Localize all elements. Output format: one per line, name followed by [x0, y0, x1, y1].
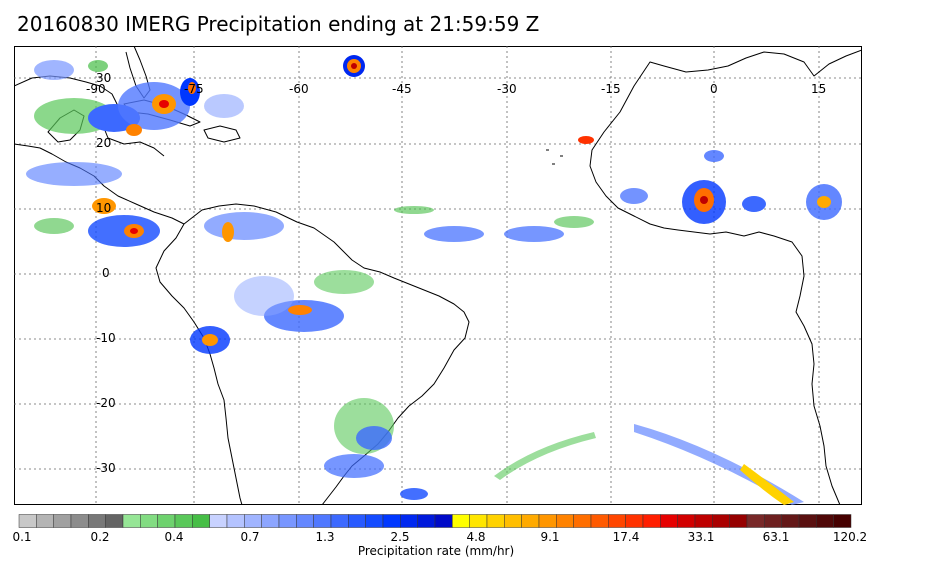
colorbar-swatch [330, 514, 349, 528]
colorbar-swatch [278, 514, 297, 528]
colorbar-swatch [244, 514, 262, 528]
colorbar-tick-label: 33.1 [687, 530, 715, 544]
colorbar-swatch [677, 514, 696, 528]
lat-label: -10 [96, 331, 116, 345]
colorbar-swatch [798, 514, 817, 528]
precipitation-cells [26, 55, 842, 505]
colorbar-swatch [729, 514, 748, 528]
colorbar-label: Precipitation rate (mm/hr) [357, 544, 515, 558]
colorbar-swatch [174, 514, 193, 528]
colorbar-swatch [70, 514, 89, 528]
central-america-cluster [26, 162, 160, 247]
colorbar-tick-label: 2.5 [390, 530, 410, 544]
hispaniola-coastline [203, 125, 241, 143]
colorbar-swatch [781, 514, 800, 528]
colorbar-swatch [625, 514, 644, 528]
lat-label: 30 [96, 71, 111, 85]
lat-label: 20 [96, 136, 111, 150]
cape-verde-islands [546, 149, 563, 165]
colorbar-swatch [400, 514, 418, 528]
colorbar-swatch [261, 514, 280, 528]
colorbar-swatch [105, 514, 124, 528]
colorbar-swatch [521, 514, 540, 528]
colorbar-swatch [573, 514, 592, 528]
colorbar-swatch [18, 514, 37, 528]
lon-label: -30 [497, 82, 517, 96]
colorbar-swatch [816, 514, 834, 528]
colorbar-swatch [192, 514, 210, 528]
colorbar-swatch [833, 514, 852, 528]
colorbar-swatch [608, 514, 626, 528]
lon-label: 0 [710, 82, 718, 96]
longitude-labels: -90 -75 -60 -45 -30 -15 0 15 [86, 82, 826, 96]
colorbar-tick-label: 9.1 [540, 530, 560, 544]
map-title: 20160830 IMERG Precipitation ending at 2… [17, 12, 540, 36]
lon-label: -45 [392, 82, 412, 96]
lat-label: 0 [102, 266, 110, 280]
colorbar-swatch [694, 514, 713, 528]
colorbar-tick-label: 1.3 [315, 530, 335, 544]
colorbar-tick-label: 0.7 [240, 530, 260, 544]
lon-label: 15 [811, 82, 826, 96]
colorbar-tick-label: 0.2 [90, 530, 110, 544]
colorbar-swatch [226, 514, 245, 528]
colorbar-swatch [157, 514, 176, 528]
itcz-band [394, 206, 594, 242]
colorbar-tick-label: 4.8 [466, 530, 486, 544]
lat-label: -20 [96, 396, 116, 410]
lon-label: -90 [86, 82, 106, 96]
colorbar-swatch [88, 514, 106, 528]
colorbar-swatch [712, 514, 730, 528]
colorbar-swatch [382, 514, 401, 528]
latitude-labels: 30 20 10 0 -10 -20 -30 [96, 71, 116, 475]
south-brazil-cluster [324, 398, 428, 500]
africa-coastline [589, 49, 862, 505]
colorbar-swatch [140, 514, 158, 528]
colorbar-tick-label: 120.2 [832, 530, 868, 544]
hurricane-cell [343, 55, 365, 77]
south-atlantic-frontal-band [494, 424, 804, 505]
colorbar-tick-label: 63.1 [762, 530, 790, 544]
colorbar-swatch [365, 514, 384, 528]
west-africa-cluster [578, 136, 842, 224]
colorbar-swatch [764, 514, 782, 528]
colorbar-swatch [348, 514, 366, 528]
lat-label: -30 [96, 461, 116, 475]
lon-label: -75 [184, 82, 204, 96]
colorbar-swatch [53, 514, 72, 528]
colorbar-swatch [417, 514, 436, 528]
colorbar-swatch [122, 514, 141, 528]
lon-label: -60 [289, 82, 309, 96]
precipitation-map: -90 -75 -60 -45 -30 -15 0 15 30 20 10 0 … [14, 46, 862, 505]
lon-label: -15 [601, 82, 621, 96]
colorbar-swatch [660, 514, 678, 528]
gulf-of-mexico-cluster [34, 60, 244, 136]
colorbar-swatch [746, 514, 765, 528]
colorbar-swatch [590, 514, 609, 528]
colorbar-swatch [504, 514, 522, 528]
colorbar-swatch [642, 514, 661, 528]
colorbar [18, 513, 852, 532]
colorbar-tick-label: 17.4 [612, 530, 640, 544]
colorbar-swatch [209, 514, 228, 528]
colorbar-swatch [36, 514, 54, 528]
colorbar-swatch [538, 514, 557, 528]
amazon-cluster [190, 212, 374, 354]
colorbar-swatch [486, 514, 505, 528]
colorbar-swatch [556, 514, 574, 528]
colorbar-tick-label: 0.1 [12, 530, 32, 544]
colorbar-swatch [469, 514, 488, 528]
colorbar-swatch [434, 514, 453, 528]
colorbar-swatch [313, 514, 332, 528]
colorbar-swatch [452, 514, 470, 528]
colorbar-tick-label: 0.4 [164, 530, 184, 544]
colorbar-swatch [296, 514, 314, 528]
lat-label: 10 [96, 201, 111, 215]
